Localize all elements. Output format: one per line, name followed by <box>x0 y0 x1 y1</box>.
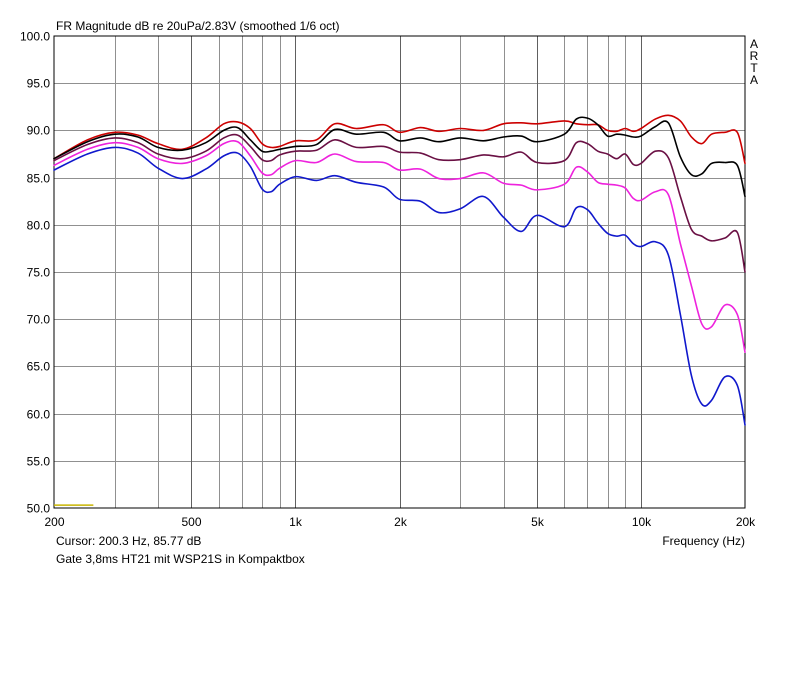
x-tick-label: 1k <box>289 515 303 529</box>
series-line-4 <box>53 140 746 354</box>
chart-title: FR Magnitude dB re 20uPa/2.83V (smoothed… <box>56 19 340 33</box>
y-tick-label: 50.0 <box>27 502 51 516</box>
y-tick-label: 95.0 <box>27 77 51 91</box>
series-line-5 <box>53 146 746 426</box>
brand-letter: A <box>750 37 758 51</box>
cursor-readout: Cursor: 200.3 Hz, 85.77 dB <box>56 534 201 548</box>
y-tick-label: 75.0 <box>27 266 51 280</box>
x-tick-label: 200 <box>44 515 64 529</box>
y-tick-label: 90.0 <box>27 124 51 138</box>
measurement-note: Gate 3,8ms HT21 mit WSP21S in Kompaktbox <box>56 552 305 566</box>
series-line-3 <box>53 133 746 273</box>
x-tick-label: 5k <box>531 515 545 529</box>
x-tick-label: 20k <box>736 515 756 529</box>
y-tick-label: 100.0 <box>20 30 50 44</box>
series-layer <box>53 114 746 506</box>
x-tick-label: 500 <box>181 515 201 529</box>
brand-letter: A <box>750 73 758 87</box>
brand-letter: R <box>750 49 759 63</box>
grid <box>54 36 745 508</box>
y-tick-label: 55.0 <box>27 455 51 469</box>
brand-letter: T <box>750 61 758 75</box>
y-tick-label: 60.0 <box>27 408 51 422</box>
y-tick-label: 65.0 <box>27 360 51 374</box>
x-tick-label: 10k <box>632 515 652 529</box>
x-axis-label: Frequency (Hz) <box>662 534 745 548</box>
y-tick-label: 80.0 <box>27 219 51 233</box>
series-line-2 <box>53 116 746 198</box>
series-line-1 <box>53 114 746 165</box>
x-tick-label: 2k <box>394 515 408 529</box>
y-tick-label: 70.0 <box>27 313 51 327</box>
y-tick-label: 85.0 <box>27 172 51 186</box>
tick-labels: 100.0 95.0 90.0 85.0 80.0 75.0 70.0 65.0 60.0 55.… <box>20 30 756 530</box>
